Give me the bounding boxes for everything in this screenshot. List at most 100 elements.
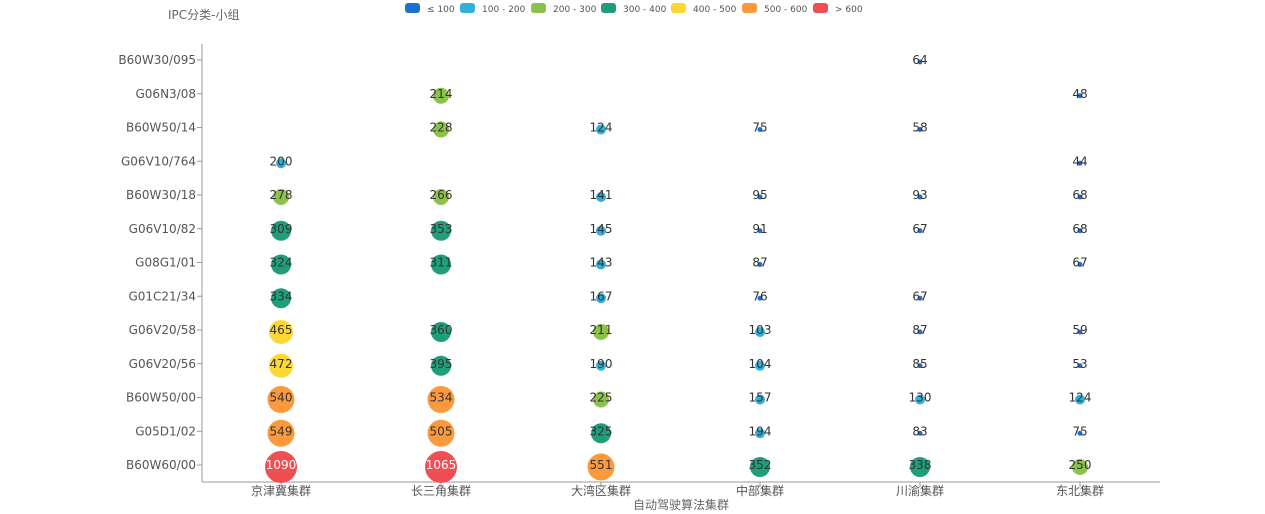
bubble-value-label: 103 xyxy=(749,323,772,337)
bubble-value-label: 141 xyxy=(590,188,613,202)
y-tick-label: G06V20/58 xyxy=(129,323,196,337)
bubble-value-label: 87 xyxy=(752,256,767,270)
y-axis-title: IPC分类-小组 xyxy=(168,8,240,22)
x-tick-label: 京津冀集群 xyxy=(251,483,311,498)
bubble-value-label: 59 xyxy=(1072,323,1087,337)
bubble-value-label: 311 xyxy=(430,256,453,270)
legend-swatch xyxy=(742,3,757,13)
y-tick-label: B60W30/095 xyxy=(118,53,196,67)
bubble-value-label: 104 xyxy=(749,357,772,371)
bubble-value-label: 87 xyxy=(912,323,927,337)
bubble-value-label: 352 xyxy=(749,458,772,472)
bubble-value-label: 360 xyxy=(430,323,453,337)
bubble-value-label: 124 xyxy=(1069,391,1092,405)
x-tick-label: 大湾区集群 xyxy=(571,483,631,498)
legend-swatch xyxy=(601,3,616,13)
bubble-value-label: 67 xyxy=(912,222,927,236)
bubble-value-label: 353 xyxy=(430,222,453,236)
bubble-value-label: 1090 xyxy=(266,458,297,472)
legend-label: 500 - 600 xyxy=(764,5,808,15)
y-tick-label: B60W30/18 xyxy=(126,188,196,202)
bubble-value-label: 395 xyxy=(430,357,453,371)
bubble-value-label: 505 xyxy=(430,424,453,438)
legend-swatch xyxy=(531,3,546,13)
bubble-value-label: 534 xyxy=(430,391,453,405)
y-tick-label: G06V10/764 xyxy=(121,154,196,168)
bubble-value-label: 190 xyxy=(590,357,613,371)
bubble-value-label: 551 xyxy=(590,458,613,472)
x-axis-ticks: 京津冀集群 长三角集群 大湾区集群 中部集群 川渝集群 东北集群 xyxy=(251,482,1104,498)
bubble-value-label: 1065 xyxy=(426,458,457,472)
y-axis-ticks: B60W30/095 G06N3/08 B60W50/14 G06V10/764 B60… xyxy=(118,53,202,472)
y-tick-label: G06N3/08 xyxy=(136,87,197,101)
x-tick-label: 川渝集群 xyxy=(896,483,944,498)
bubble-value-label: 68 xyxy=(1072,222,1087,236)
bubble-value-label: 85 xyxy=(912,357,927,371)
x-tick-label: 长三角集群 xyxy=(411,483,471,498)
y-tick-label: G06V10/82 xyxy=(129,222,196,236)
bubble-value-label: 64 xyxy=(912,53,927,67)
legend-label: 300 - 400 xyxy=(623,5,667,15)
bubble-value-label: 58 xyxy=(912,121,927,135)
bubble-value-label: 309 xyxy=(270,222,293,236)
x-tick-label: 东北集群 xyxy=(1056,483,1104,498)
bubble-value-label: 93 xyxy=(912,188,927,202)
legend-swatch xyxy=(405,3,420,13)
bubble-value-label: 75 xyxy=(752,121,767,135)
bubble-value-label: 75 xyxy=(1072,424,1087,438)
legend-swatch xyxy=(671,3,686,13)
y-tick-label: G06V20/56 xyxy=(129,357,196,371)
legend-label: > 600 xyxy=(835,5,863,15)
legend-label: ≤ 100 xyxy=(427,5,455,15)
x-axis-title: 自动驾驶算法集群 xyxy=(633,497,729,512)
bubble-value-label: 250 xyxy=(1069,458,1092,472)
bubble-value-label: 200 xyxy=(270,154,293,168)
bubble-value-label: 266 xyxy=(430,188,453,202)
bubble-value-label: 324 xyxy=(270,256,293,270)
bubble-value-label: 549 xyxy=(270,424,293,438)
bubble-value-label: 334 xyxy=(270,289,293,303)
bubble-value-label: 157 xyxy=(749,391,772,405)
bubble-value-label: 211 xyxy=(590,323,613,337)
x-tick-label: 中部集群 xyxy=(736,483,784,498)
bubble-value-label: 67 xyxy=(1072,256,1087,270)
bubble-value-label: 48 xyxy=(1072,87,1087,101)
y-tick-label: G01C21/34 xyxy=(128,289,196,303)
y-tick-label: B60W60/00 xyxy=(126,458,196,472)
y-tick-label: G05D1/02 xyxy=(135,424,196,438)
bubble-value-label: 91 xyxy=(752,222,767,236)
legend: ≤ 100 100 - 200 200 - 300 300 - 400 400 - 50… xyxy=(405,3,863,15)
legend-label: 200 - 300 xyxy=(553,5,597,15)
legend-swatch xyxy=(813,3,828,13)
bubble-value-label: 228 xyxy=(430,121,453,135)
bubble-value-label: 124 xyxy=(590,121,613,135)
bubble-value-label: 225 xyxy=(590,391,613,405)
legend-label: 400 - 500 xyxy=(693,5,737,15)
bubble-value-label: 67 xyxy=(912,289,927,303)
bubble-value-label: 145 xyxy=(590,222,613,236)
bubble-value-label: 83 xyxy=(912,424,927,438)
bubble-value-label: 68 xyxy=(1072,188,1087,202)
bubble-value-label: 76 xyxy=(752,289,767,303)
bubble-value-label: 143 xyxy=(590,256,613,270)
bubble-value-label: 130 xyxy=(909,391,932,405)
y-tick-label: B60W50/14 xyxy=(126,121,196,135)
bubble-value-label: 278 xyxy=(270,188,293,202)
legend-swatch xyxy=(460,3,475,13)
bubble-value-label: 167 xyxy=(590,289,613,303)
bubble-value-label: 338 xyxy=(909,458,932,472)
bubble-value-label: 95 xyxy=(752,188,767,202)
bubble-value-label: 465 xyxy=(270,323,293,337)
bubble-value-label: 194 xyxy=(749,424,772,438)
bubble-value-label: 472 xyxy=(270,357,293,371)
bubble-value-label: 44 xyxy=(1072,154,1087,168)
y-tick-label: G08G1/01 xyxy=(135,256,196,270)
bubble-value-label: 53 xyxy=(1072,357,1087,371)
legend-label: 100 - 200 xyxy=(482,5,526,15)
bubble-value-label: 325 xyxy=(590,424,613,438)
bubble-value-label: 540 xyxy=(270,391,293,405)
y-tick-label: B60W50/00 xyxy=(126,391,196,405)
bubble-value-label: 214 xyxy=(430,87,453,101)
